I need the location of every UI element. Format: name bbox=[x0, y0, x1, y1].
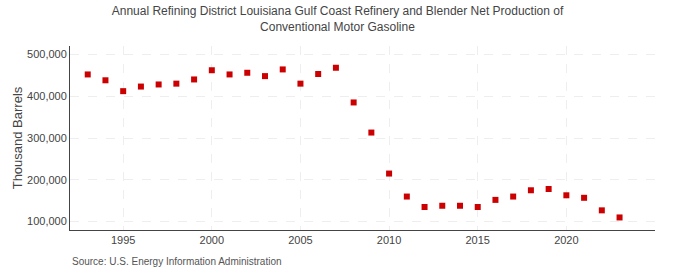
svg-text:2010: 2010 bbox=[377, 234, 401, 246]
svg-text:2000: 2000 bbox=[200, 234, 224, 246]
svg-text:200,000: 200,000 bbox=[27, 174, 67, 186]
svg-text:Source: U.S. Energy Informatio: Source: U.S. Energy Information Administ… bbox=[72, 256, 282, 267]
svg-text:500,000: 500,000 bbox=[27, 48, 67, 60]
svg-text:2020: 2020 bbox=[554, 234, 578, 246]
svg-text:400,000: 400,000 bbox=[27, 90, 67, 102]
svg-text:2015: 2015 bbox=[465, 234, 489, 246]
svg-text:1995: 1995 bbox=[111, 234, 135, 246]
svg-text:Thousand Barrels: Thousand Barrels bbox=[10, 86, 25, 189]
svg-text:2005: 2005 bbox=[288, 234, 312, 246]
svg-text:100,000: 100,000 bbox=[27, 215, 67, 227]
svg-text:300,000: 300,000 bbox=[27, 132, 67, 144]
svg-text:Annual Refining District Louis: Annual Refining District Louisiana Gulf … bbox=[112, 4, 564, 34]
